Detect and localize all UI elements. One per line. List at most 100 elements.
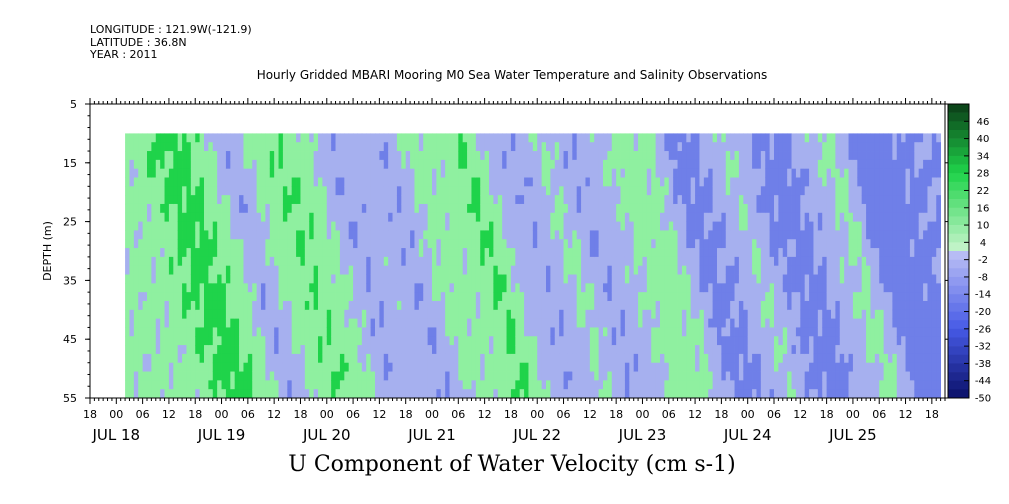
heatmap-cell: [774, 212, 779, 222]
heatmap-cell: [738, 318, 744, 328]
heatmap-cell: [528, 203, 534, 214]
heatmap-cell: [247, 230, 253, 240]
heatmap-cell: [493, 151, 499, 161]
heatmap-cell: [756, 177, 762, 187]
heatmap-cell: [835, 309, 841, 320]
heatmap-cell: [598, 292, 604, 302]
heatmap-cell: [291, 265, 297, 275]
heatmap-cell: [738, 336, 744, 346]
heatmap-cell: [480, 203, 486, 214]
heatmap-cell: [633, 371, 639, 381]
heatmap-cell: [646, 133, 652, 143]
heatmap-cell: [383, 159, 389, 170]
heatmap-cell: [712, 177, 718, 187]
heatmap-cell: [462, 142, 468, 152]
heatmap-cell: [809, 221, 814, 231]
heatmap-cell: [822, 203, 828, 214]
heatmap-cell: [681, 300, 687, 311]
heatmap-cell: [383, 133, 389, 143]
heatmap-cell: [225, 318, 231, 328]
heatmap-cell: [633, 159, 639, 170]
heatmap-cell: [339, 327, 345, 337]
heatmap-cell: [510, 292, 516, 302]
heatmap-cell: [699, 186, 705, 196]
heatmap-cell: [366, 186, 372, 196]
heatmap-cell: [287, 353, 293, 364]
heatmap-cell: [809, 292, 814, 302]
heatmap-cell: [774, 151, 779, 161]
heatmap-cell: [804, 221, 810, 231]
heatmap-cell: [822, 151, 828, 161]
heatmap-cell: [414, 353, 420, 364]
heatmap-cell: [519, 203, 525, 214]
heatmap-cell: [712, 283, 718, 293]
heatmap-cell: [524, 142, 529, 152]
heatmap-cell: [357, 151, 363, 161]
heatmap-cell: [471, 133, 477, 143]
heatmap-cell: [567, 336, 573, 346]
heatmap-cell: [326, 212, 332, 222]
heatmap-cell: [208, 389, 214, 398]
heatmap-cell: [844, 133, 849, 143]
heatmap-cell: [208, 353, 214, 364]
heatmap-cell: [186, 336, 192, 346]
heatmap-cell: [383, 265, 389, 275]
heatmap-cell: [638, 239, 643, 249]
heatmap-cell: [138, 371, 144, 381]
heatmap-cell: [738, 256, 744, 267]
heatmap-cell: [361, 239, 367, 249]
heatmap-cell: [138, 239, 144, 249]
heatmap-cell: [344, 265, 350, 275]
heatmap-cell: [300, 318, 306, 328]
heatmap-cell: [826, 292, 832, 302]
heatmap-cell: [217, 362, 222, 372]
heatmap-cell: [296, 309, 301, 320]
heatmap-cell: [410, 212, 415, 222]
heatmap-cell: [804, 142, 810, 152]
heatmap-cell: [388, 380, 393, 390]
heatmap-cell: [129, 177, 135, 187]
heatmap-cell: [822, 195, 828, 205]
heatmap-cell: [567, 309, 573, 320]
heatmap-cell: [795, 256, 801, 267]
heatmap-cell: [274, 362, 279, 372]
heatmap-cell: [383, 318, 389, 328]
heatmap-cell: [418, 336, 424, 346]
heatmap-cell: [142, 362, 148, 372]
heatmap-cell: [559, 195, 564, 205]
heatmap-cell: [581, 168, 586, 178]
heatmap-cell: [405, 327, 411, 337]
heatmap-cell: [506, 186, 512, 196]
heatmap-cell: [458, 265, 464, 275]
heatmap-cell: [703, 159, 709, 170]
heatmap-cell: [348, 230, 354, 240]
heatmap-cell: [765, 274, 771, 284]
heatmap-cell: [440, 230, 446, 240]
heatmap-cell: [427, 230, 433, 240]
heatmap-cell: [357, 345, 363, 355]
heatmap-cell: [765, 203, 771, 214]
heatmap-cell: [493, 345, 499, 355]
heatmap-cell: [809, 353, 814, 364]
heatmap-cell: [467, 177, 472, 187]
heatmap-cell: [528, 300, 534, 311]
heatmap-cell: [752, 203, 757, 214]
heatmap-cell: [405, 203, 411, 214]
heatmap-cell: [190, 336, 196, 346]
heatmap-cell: [261, 203, 266, 214]
heatmap-cell: [502, 292, 507, 302]
heatmap-cell: [151, 327, 157, 337]
heatmap-cell: [484, 336, 490, 346]
heatmap-cell: [423, 353, 429, 364]
heatmap-cell: [695, 327, 700, 337]
heatmap-cell: [550, 212, 556, 222]
heatmap-cell: [182, 239, 187, 249]
heatmap-cell: [225, 221, 231, 231]
heatmap-cell: [712, 186, 718, 196]
heatmap-cell: [734, 380, 740, 390]
heatmap-cell: [624, 168, 630, 178]
heatmap-cell: [168, 221, 174, 231]
heatmap-cell: [453, 300, 459, 311]
heatmap-cell: [261, 256, 266, 267]
heatmap-cell: [532, 345, 538, 355]
